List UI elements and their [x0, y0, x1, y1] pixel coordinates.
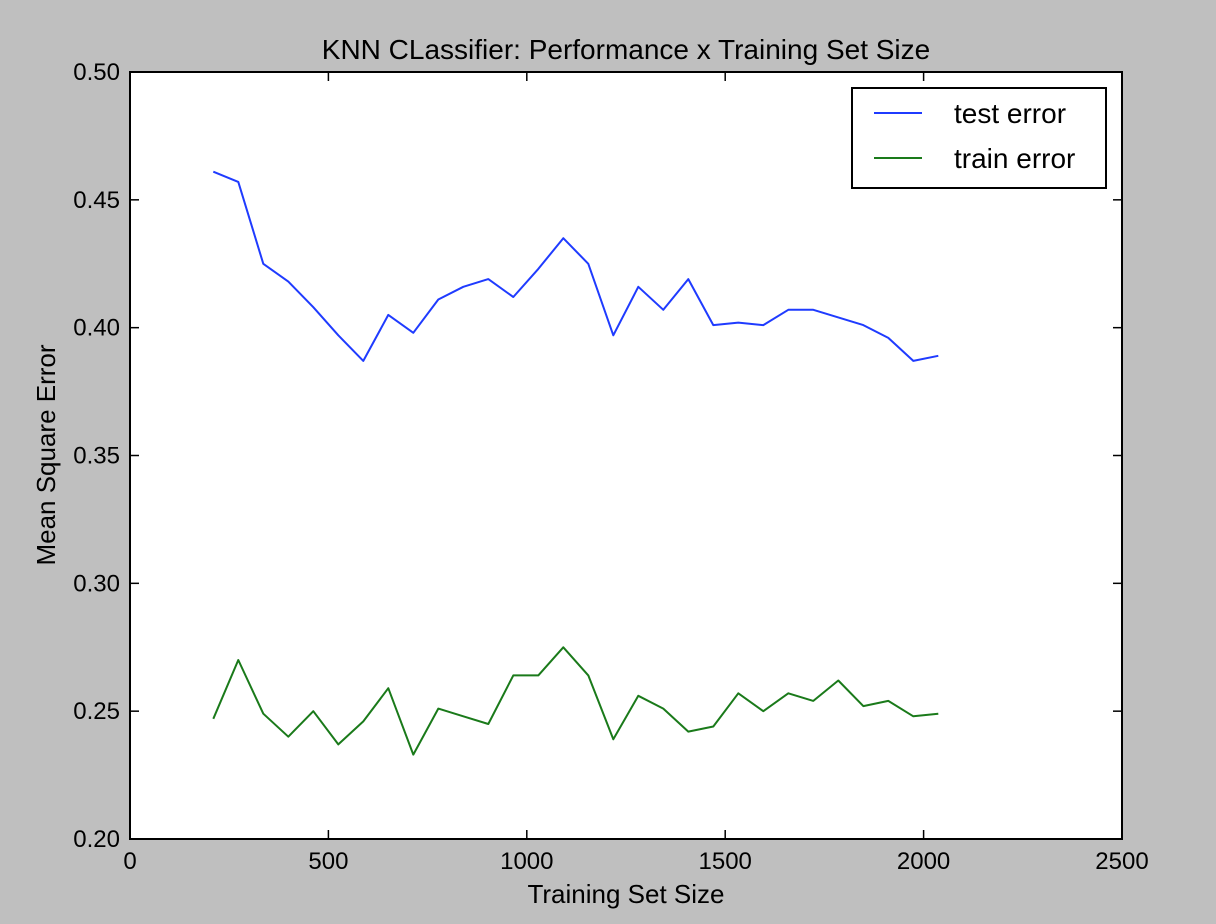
legend-box	[851, 87, 1107, 189]
y-tick-label: 0.40	[73, 315, 120, 342]
ticks-layer: 0 500 1000 1500 2000 2500 0.20 0.25 0.30 0.35 0.40…	[73, 59, 1148, 875]
x-tick-label: 0	[123, 848, 136, 875]
y-tick-label: 0.25	[73, 698, 120, 725]
series-layer	[212, 170, 939, 756]
series-line-train-error	[212, 646, 939, 756]
x-axis-label: Training Set Size	[527, 879, 724, 909]
legend-label-train-error: train error	[954, 143, 1075, 174]
legend-label-test-error: test error	[954, 98, 1066, 129]
plot-area-background	[130, 72, 1122, 839]
x-tick-label: 1000	[500, 848, 553, 875]
x-tick-label: 1500	[699, 848, 752, 875]
x-tick-label: 2000	[897, 848, 950, 875]
y-tick-label: 0.20	[73, 826, 120, 853]
y-axis-label: Mean Square Error	[31, 344, 61, 565]
x-tick-label: 500	[308, 848, 348, 875]
y-tick-label: 0.35	[73, 443, 120, 470]
y-tick-label: 0.45	[73, 187, 120, 214]
legend: test error train error	[851, 87, 1107, 189]
series-line-test-error	[212, 170, 939, 362]
y-tick-label: 0.50	[73, 59, 120, 86]
chart-title: KNN CLassifier: Performance x Training S…	[322, 34, 930, 65]
y-tick-label: 0.30	[73, 570, 120, 597]
x-tick-label: 2500	[1095, 848, 1148, 875]
plot-frame	[129, 71, 1123, 840]
